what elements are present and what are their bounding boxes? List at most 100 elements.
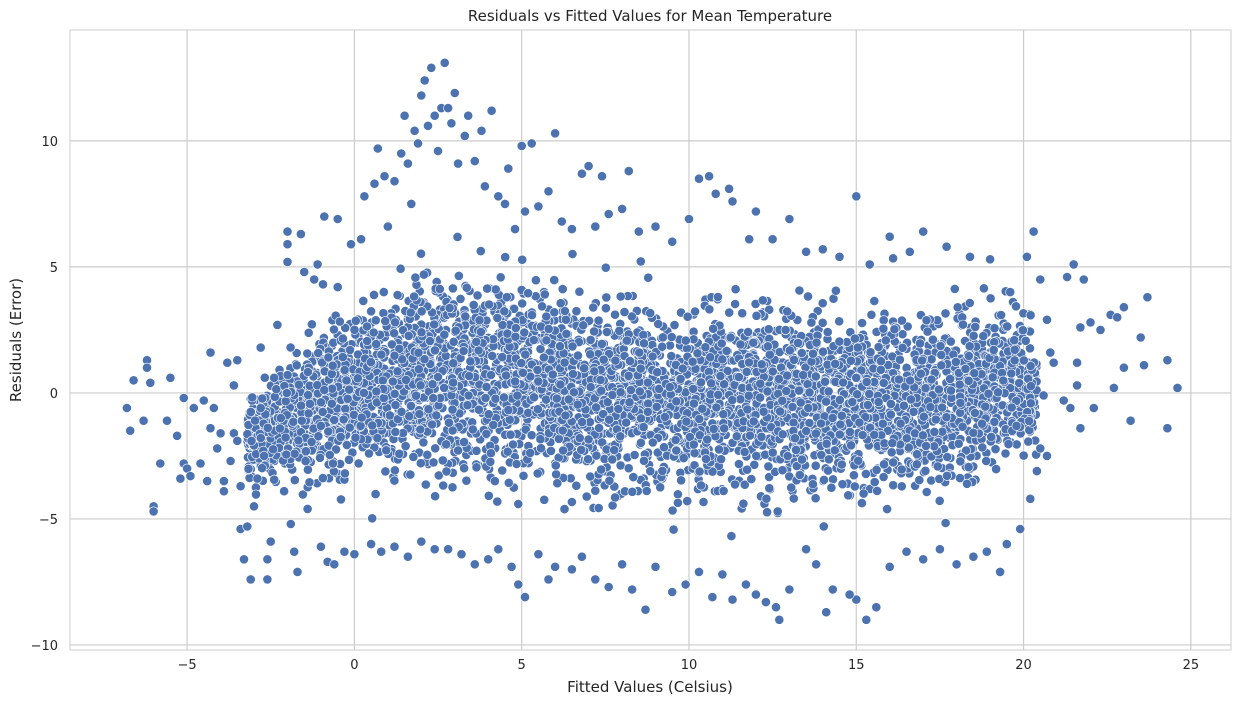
data-point: [549, 275, 560, 285]
data-point: [571, 480, 582, 491]
data-point: [501, 292, 512, 303]
data-point: [817, 317, 828, 328]
data-point: [926, 475, 937, 486]
data-point: [527, 310, 537, 320]
data-point: [380, 466, 391, 477]
data-point: [979, 283, 989, 294]
data-point: [472, 290, 483, 301]
data-point: [823, 465, 833, 476]
data-point: [589, 326, 599, 337]
data-point: [315, 452, 325, 463]
data-point: [682, 496, 693, 506]
data-point: [392, 290, 403, 300]
data-point: [673, 489, 683, 500]
data-point: [459, 437, 469, 447]
data-point: [490, 284, 501, 295]
data-point: [761, 493, 772, 504]
data-point: [726, 531, 737, 541]
data-point: [452, 231, 463, 242]
data-point: [869, 296, 880, 306]
data-point: [600, 262, 611, 273]
data-point: [888, 480, 899, 491]
data-point: [932, 461, 943, 472]
data-point: [822, 327, 833, 337]
data-point: [484, 299, 494, 310]
data-point: [459, 463, 469, 474]
data-point: [698, 497, 709, 507]
data-point: [669, 320, 680, 330]
data-point: [1000, 448, 1011, 459]
data-point: [764, 483, 775, 494]
data-point: [350, 432, 361, 443]
data-point: [949, 283, 960, 294]
data-point: [344, 454, 354, 465]
data-point: [981, 456, 992, 466]
data-point: [461, 475, 472, 486]
data-point: [837, 479, 848, 490]
data-point: [551, 469, 561, 480]
data-point: [289, 475, 300, 485]
data-point: [810, 460, 821, 471]
data-point: [415, 458, 426, 469]
data-point: [866, 309, 877, 320]
data-point: [447, 482, 458, 493]
data-point: [353, 458, 364, 469]
data-point: [579, 363, 589, 374]
data-point: [585, 349, 596, 360]
data-point: [568, 369, 578, 379]
data-point: [395, 263, 406, 274]
data-point: [364, 448, 374, 459]
data-point: [329, 324, 339, 335]
data-point: [922, 326, 933, 337]
data-point: [615, 291, 626, 302]
data-point: [418, 437, 429, 448]
data-point: [772, 506, 783, 517]
data-point: [574, 286, 585, 297]
data-point: [989, 323, 1000, 334]
data-point: [366, 306, 376, 317]
data-point: [1018, 450, 1029, 461]
data-point: [601, 292, 612, 303]
data-point: [734, 459, 744, 469]
data-point: [607, 500, 618, 511]
data-point: [614, 325, 625, 336]
data-point: [588, 302, 599, 313]
data-point: [518, 470, 529, 481]
data-point: [492, 496, 503, 507]
data-point: [977, 442, 988, 453]
data-point: [306, 319, 317, 330]
data-point: [378, 287, 389, 297]
data-point: [882, 504, 892, 514]
data-point: [468, 299, 479, 310]
data-point: [831, 285, 841, 296]
data-point: [921, 487, 932, 497]
data-point: [742, 464, 752, 475]
data-point: [638, 329, 649, 340]
data-point: [610, 309, 620, 320]
data-point: [418, 269, 429, 280]
data-point: [447, 283, 458, 294]
data-point: [291, 360, 302, 371]
data-point: [1003, 439, 1014, 449]
data-point: [430, 491, 440, 502]
data-point: [1023, 436, 1034, 447]
data-point: [878, 315, 889, 326]
data-point: [302, 464, 313, 475]
data-point: [828, 474, 838, 485]
data-point: [658, 332, 668, 343]
data-point: [513, 499, 524, 509]
data-point: [259, 372, 270, 383]
data-point: [803, 291, 813, 302]
data-point: [601, 303, 611, 314]
data-point: [437, 455, 448, 466]
data-point: [996, 310, 1006, 320]
data-point: [610, 492, 620, 503]
data-point: [655, 482, 666, 493]
data-point: [247, 392, 258, 403]
data-point: [861, 468, 871, 479]
data-point: [495, 272, 506, 283]
data-point: [673, 497, 683, 508]
data-point: [834, 316, 845, 327]
